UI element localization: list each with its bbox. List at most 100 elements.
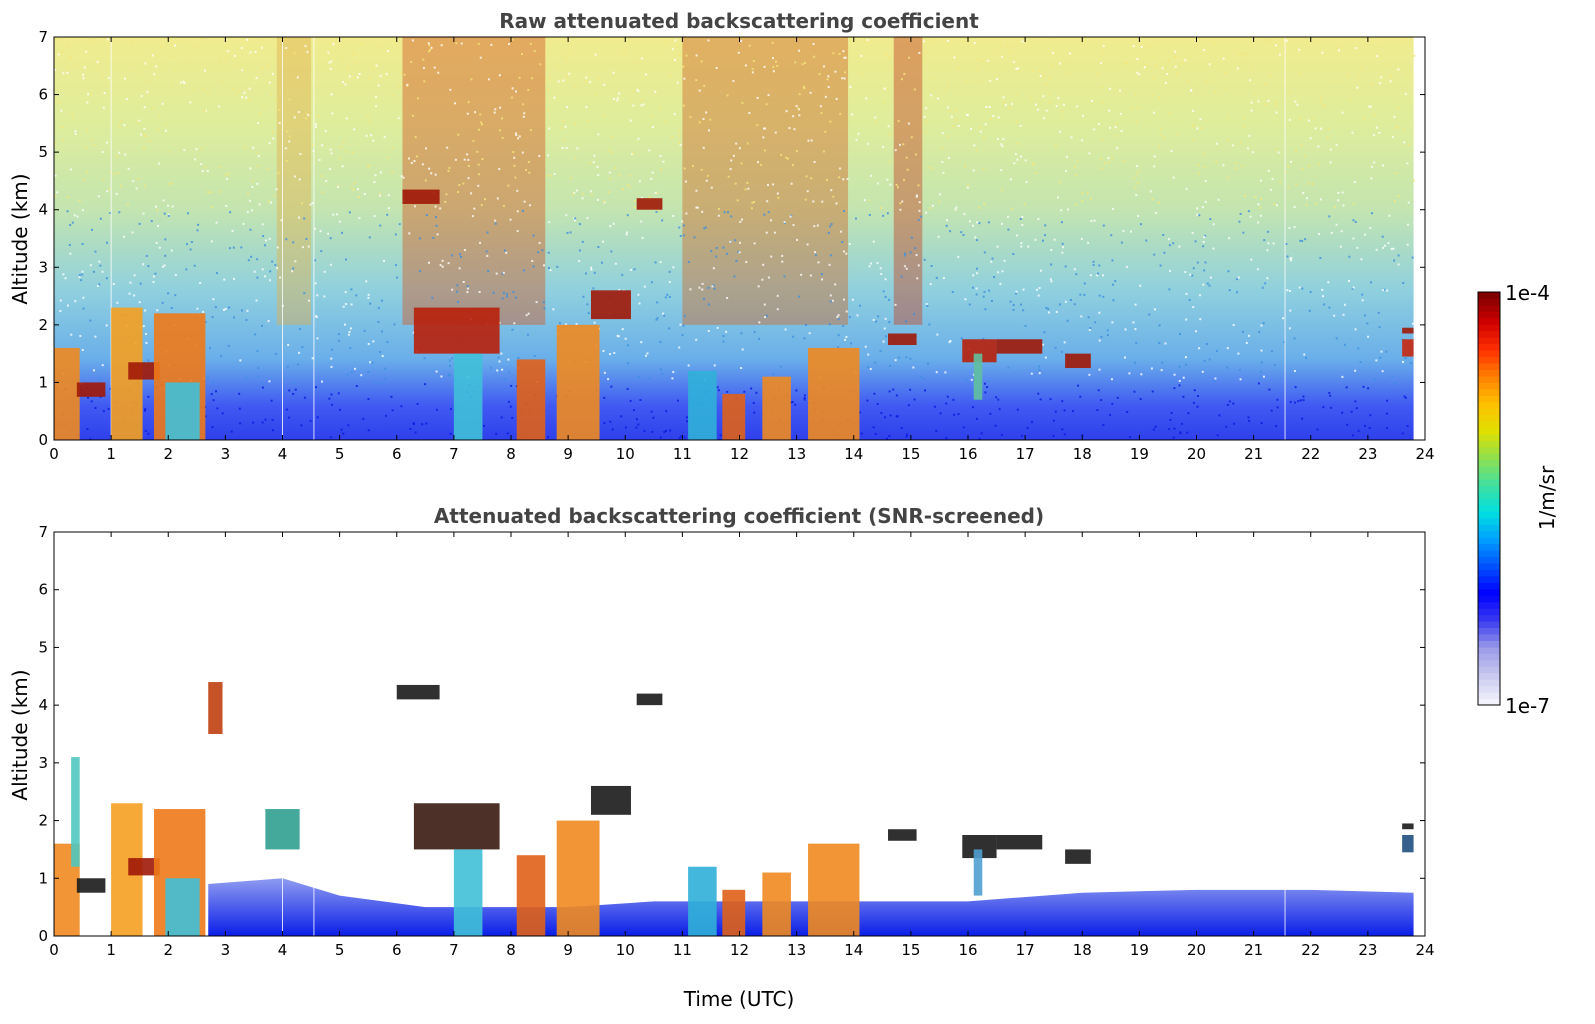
speckle [157, 224, 160, 227]
speckle [1238, 53, 1241, 56]
speckle [156, 128, 159, 131]
speckle [972, 169, 975, 172]
speckle [386, 213, 389, 216]
speckle [1166, 72, 1169, 75]
speckle [268, 81, 271, 84]
speckle [270, 201, 273, 204]
cloud-layer [76, 382, 106, 397]
speckle [700, 60, 703, 63]
speckle [1192, 306, 1195, 309]
speckle [882, 214, 885, 217]
speckle [857, 132, 860, 135]
speckle [1350, 410, 1353, 413]
speckle [903, 72, 906, 75]
speckle [957, 255, 960, 258]
speckle [501, 117, 504, 120]
speckle [170, 84, 173, 87]
speckle [448, 359, 451, 362]
speckle [732, 154, 735, 157]
speckle [1406, 243, 1409, 246]
speckle [328, 61, 331, 64]
speckle [1048, 92, 1051, 95]
speckle [261, 421, 264, 424]
cloud-layer [888, 333, 917, 346]
speckle [1386, 399, 1389, 402]
speckle [678, 130, 681, 133]
speckle [689, 288, 692, 291]
speckle [105, 241, 108, 244]
speckle [807, 139, 810, 142]
speckle [813, 225, 816, 228]
speckle [1196, 127, 1199, 130]
speckle [1368, 427, 1371, 430]
speckle [792, 115, 795, 118]
speckle [444, 200, 447, 203]
speckle [197, 223, 200, 226]
speckle [756, 96, 759, 99]
speckle [975, 293, 978, 296]
speckle [682, 65, 685, 68]
colorbar-step [1478, 659, 1500, 667]
speckle [1002, 138, 1005, 141]
speckle [797, 107, 800, 110]
speckle [822, 150, 825, 153]
speckle [1010, 102, 1013, 105]
speckle [1362, 117, 1365, 120]
speckle [1214, 42, 1217, 45]
speckle [1304, 238, 1307, 241]
speckle [1341, 191, 1344, 194]
cloud-layer [1065, 353, 1091, 369]
speckle [56, 37, 59, 40]
speckle [568, 72, 571, 75]
speckle [255, 299, 258, 302]
speckle [1152, 76, 1155, 79]
speckle [210, 240, 213, 243]
speckle [1389, 80, 1392, 83]
speckle [1260, 361, 1263, 364]
speckle [349, 347, 352, 350]
speckle [913, 398, 916, 401]
speckle [650, 177, 653, 180]
speckle [1139, 223, 1142, 226]
speckle [732, 79, 735, 82]
speckle [273, 194, 276, 197]
speckle [1169, 269, 1172, 272]
speckle [757, 285, 760, 288]
speckle [138, 301, 141, 304]
speckle [592, 287, 595, 290]
speckle [502, 205, 505, 208]
speckle [411, 39, 414, 42]
speckle [976, 58, 979, 61]
speckle [966, 186, 969, 189]
speckle [511, 416, 514, 419]
speckle [772, 373, 775, 376]
speckle [1096, 72, 1099, 75]
speckle [1061, 400, 1064, 403]
speckle [930, 94, 933, 97]
speckle [585, 106, 588, 109]
speckle [1232, 402, 1235, 405]
speckle [1381, 370, 1384, 373]
speckle [664, 41, 667, 44]
speckle [976, 239, 979, 242]
speckle [439, 207, 442, 210]
speckle [812, 43, 815, 46]
speckle [1366, 322, 1369, 325]
speckle [803, 397, 806, 400]
speckle [851, 298, 854, 301]
speckle [1307, 182, 1310, 185]
speckle [1301, 417, 1304, 420]
speckle [1211, 62, 1214, 65]
speckle [848, 316, 851, 319]
speckle [345, 150, 348, 153]
speckle [1341, 375, 1344, 378]
speckle [549, 174, 552, 177]
speckle [81, 273, 84, 276]
speckle [471, 215, 474, 218]
speckle [888, 390, 891, 393]
speckle [899, 202, 902, 205]
speckle [1136, 71, 1139, 74]
speckle [1385, 350, 1388, 353]
speckle [685, 54, 688, 57]
speckle [1361, 299, 1364, 302]
